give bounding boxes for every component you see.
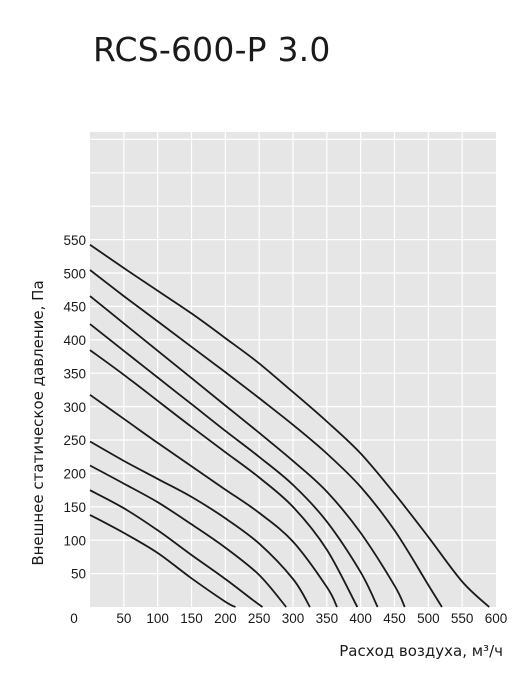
x-tick-label: 450 (383, 611, 406, 626)
x-axis-label: Расход воздуха, м³/ч (339, 642, 503, 660)
series-line-5 (89, 394, 338, 608)
y-tick-label: 250 (63, 433, 86, 448)
x-tick-label: 100 (146, 611, 169, 626)
y-tick-label: 50 (71, 567, 86, 582)
x-tick-labels: 0 50 100 150 200 250 300 350 400 450 500 550 600 (70, 611, 507, 626)
series-line-10 (89, 243, 490, 608)
series-lines (89, 243, 490, 608)
series-line-4 (89, 440, 311, 608)
x-tick-label: 600 (485, 611, 508, 626)
y-tick-label: 350 (63, 366, 86, 381)
series-line-7 (89, 323, 379, 608)
grid (90, 132, 496, 607)
y-tick-label: 300 (63, 400, 86, 415)
y-tick-label: 550 (63, 233, 86, 248)
x-tick-label: 300 (282, 611, 305, 626)
series-line-3 (89, 464, 287, 608)
series-line-2 (89, 489, 264, 608)
x-tick-label: 150 (180, 611, 203, 626)
x-tick-label: 250 (248, 611, 271, 626)
y-tick-labels: 50 100 150 200 250 300 350 400 450 500 550 (63, 233, 86, 582)
y-tick-label: 150 (63, 500, 86, 515)
series-line-9 (89, 269, 443, 608)
series-line-6 (89, 349, 359, 608)
y-axis-label: Внешнее статическое давление, Па (29, 280, 47, 565)
x-tick-label: 400 (349, 611, 372, 626)
y-tick-label: 100 (63, 533, 86, 548)
y-tick-label: 450 (63, 300, 86, 315)
chart-title: RCS-600-P 3.0 (93, 30, 331, 69)
series-line-8 (89, 295, 406, 608)
x-tick-label: 50 (116, 611, 131, 626)
series-line-1 (89, 514, 236, 608)
x-tick-label: 500 (417, 611, 440, 626)
x-tick-label: 350 (316, 611, 339, 626)
x-tick-label: 0 (70, 611, 78, 626)
y-tick-label: 200 (63, 467, 86, 482)
y-tick-label: 500 (63, 266, 86, 281)
x-tick-label: 550 (451, 611, 474, 626)
y-tick-label: 400 (63, 333, 86, 348)
x-tick-label: 200 (214, 611, 237, 626)
